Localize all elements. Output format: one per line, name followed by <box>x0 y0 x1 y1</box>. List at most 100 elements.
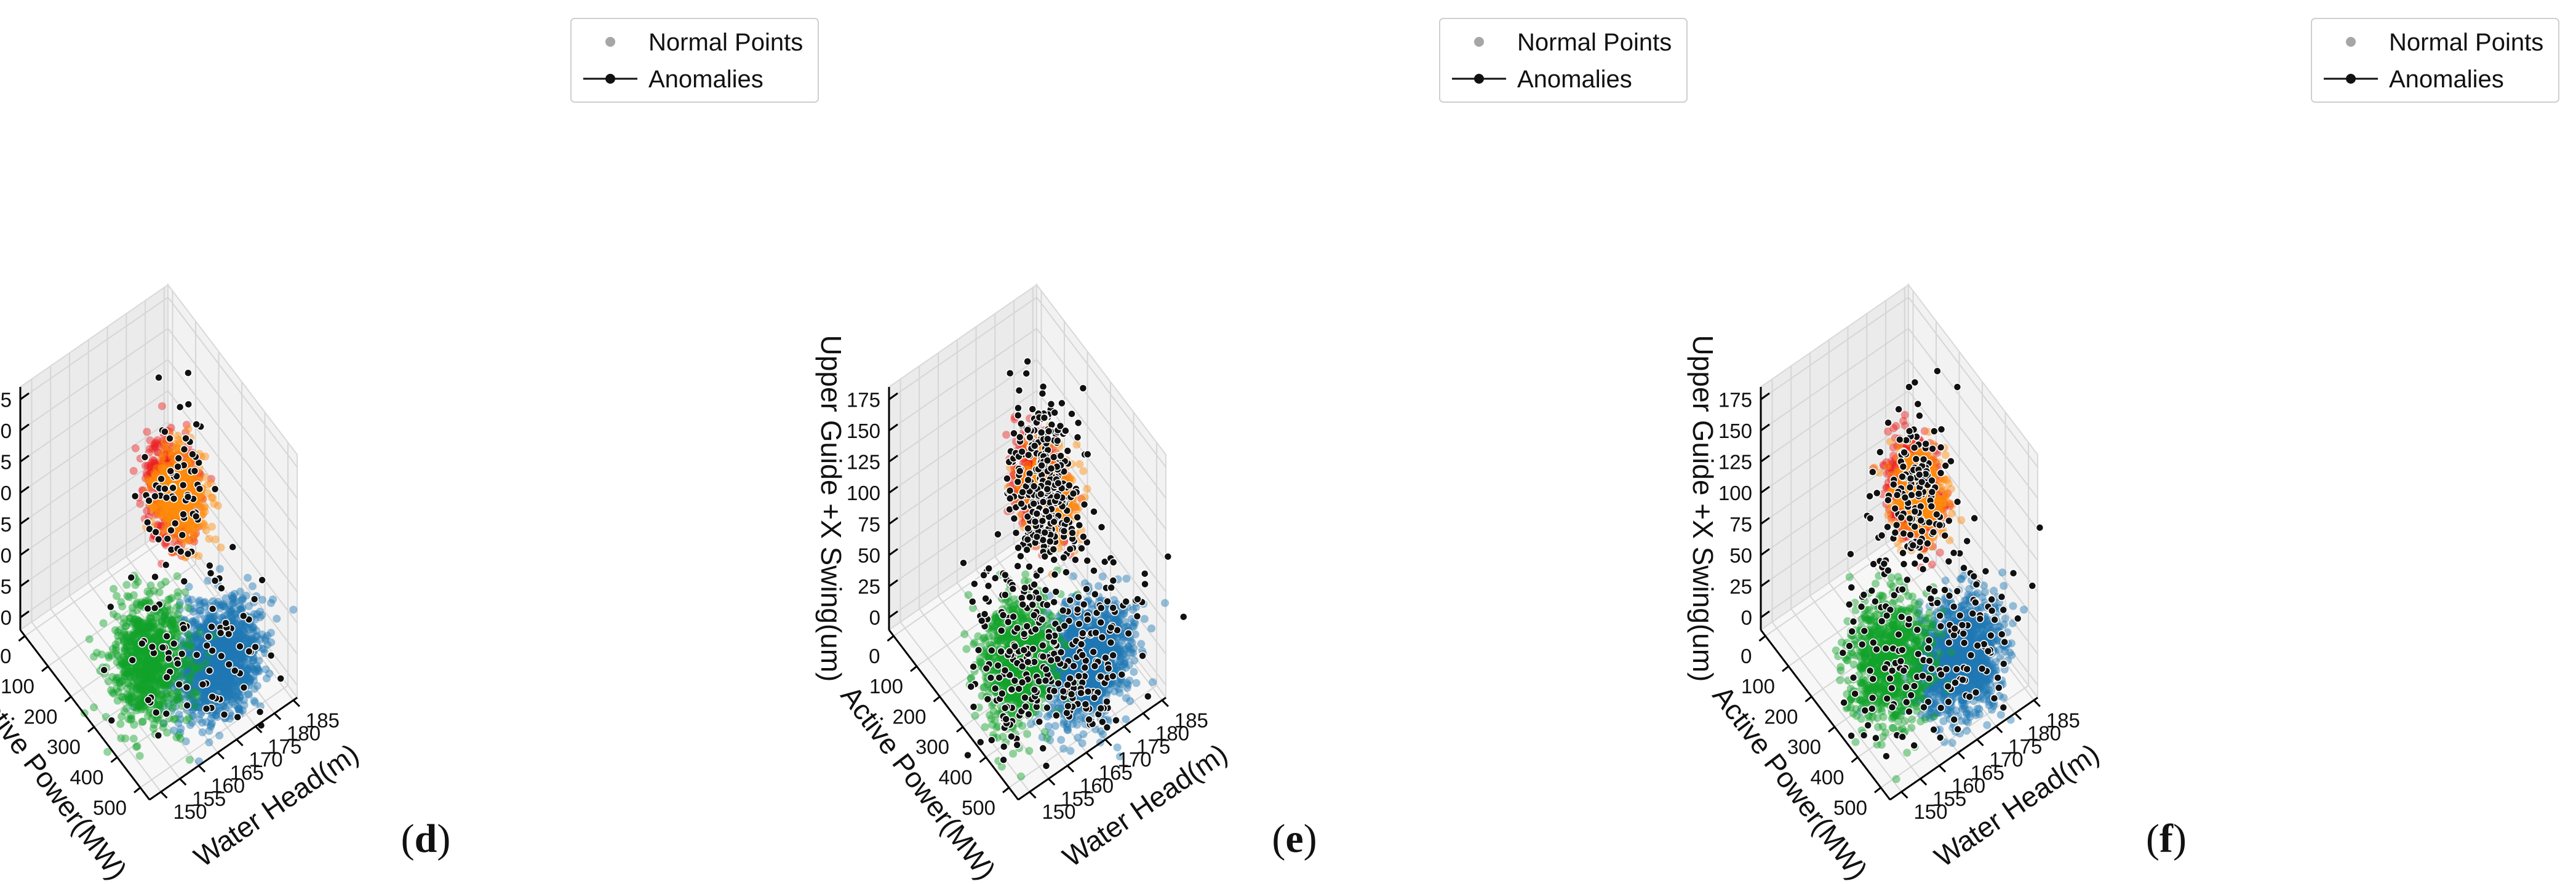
point-normal-red <box>172 504 180 513</box>
point-anomaly <box>239 611 248 620</box>
point-normal-blue <box>210 615 219 623</box>
point-normal-red <box>150 456 159 465</box>
point-anomaly <box>164 654 173 663</box>
point-normal-green <box>90 653 98 661</box>
point-normal-orange <box>184 424 193 433</box>
point-normal-red <box>129 467 138 475</box>
point-anomaly <box>179 624 188 633</box>
point-anomaly <box>162 673 171 682</box>
point-normal-blue <box>214 659 223 668</box>
point-normal-red <box>180 520 188 528</box>
point-normal-green <box>129 666 138 674</box>
point-normal-red <box>154 468 162 476</box>
legend-anomaly-label: Anomalies <box>648 66 764 93</box>
point-normal-green <box>146 658 154 667</box>
point-anomaly <box>210 576 220 585</box>
z-tick-label: 150 <box>0 420 12 442</box>
point-normal-red <box>167 512 175 521</box>
point-normal-red <box>147 458 156 467</box>
point-normal-blue <box>218 641 226 650</box>
point-normal-red <box>178 502 186 511</box>
point-normal-green <box>171 714 180 723</box>
point-normal-red <box>162 454 170 463</box>
grid-z <box>20 389 298 561</box>
point-normal-blue <box>269 595 277 603</box>
point-anomaly <box>181 434 190 443</box>
point-normal-orange <box>200 504 209 512</box>
y-tick <box>197 765 206 773</box>
point-normal-red <box>160 455 168 464</box>
point-normal-red <box>142 469 151 477</box>
point-normal-blue <box>267 629 275 637</box>
point-normal-green <box>113 684 121 693</box>
y-tick <box>274 712 282 720</box>
point-normal-green <box>151 677 159 686</box>
point-normal-red <box>151 460 159 468</box>
point-normal-green <box>128 699 137 707</box>
point-anomaly <box>193 650 201 659</box>
point-anomaly <box>148 642 157 651</box>
grid-z <box>20 296 298 468</box>
grid-z <box>20 327 298 499</box>
point-normal-red <box>180 471 189 479</box>
point-normal-orange <box>190 531 199 540</box>
y-tick <box>179 778 187 786</box>
point-normal-green <box>129 591 138 599</box>
point-normal-red <box>159 513 167 522</box>
x-tick-label: 200 <box>23 705 57 728</box>
point-anomaly <box>183 549 193 559</box>
point-normal-blue <box>207 722 215 731</box>
point-normal-red <box>158 440 167 448</box>
point-anomaly <box>202 704 211 713</box>
point-normal-blue <box>244 602 253 610</box>
grid-y <box>87 340 218 754</box>
point-normal-red <box>162 455 170 463</box>
point-normal-blue <box>261 636 269 644</box>
point-normal-red <box>147 463 155 472</box>
point-normal-orange <box>200 473 209 481</box>
point-normal-red <box>161 502 169 510</box>
point-anomaly <box>100 666 108 674</box>
point-normal-blue <box>195 715 204 724</box>
point-normal-green <box>85 635 94 643</box>
point-normal-blue <box>265 669 274 678</box>
point-anomaly <box>174 454 183 463</box>
point-normal-red <box>207 474 215 483</box>
point-normal-orange <box>1072 440 1081 449</box>
point-normal-green <box>128 603 137 612</box>
point-normal-green <box>118 632 126 640</box>
point-normal-red <box>144 474 153 483</box>
point-normal-red <box>167 501 176 509</box>
point-normal-green <box>182 716 191 725</box>
point-normal-green <box>186 635 194 643</box>
y-tick <box>160 791 168 799</box>
z-tick-label: 100 <box>0 482 12 504</box>
point-anomaly <box>106 602 115 611</box>
point-normal-green <box>173 588 182 597</box>
point-normal-red <box>1002 431 1011 439</box>
point-normal-green <box>109 645 117 653</box>
point-anomaly <box>217 584 226 593</box>
point-normal-green <box>166 688 175 697</box>
point-normal-green <box>124 638 132 646</box>
point-normal-green <box>97 650 106 659</box>
point-normal-green <box>121 672 129 681</box>
point-normal-red <box>175 501 183 509</box>
point-normal-blue <box>198 728 207 736</box>
point-normal-green <box>195 628 204 637</box>
point-normal-blue <box>237 596 245 604</box>
point-normal-green <box>113 592 121 600</box>
point-normal-green <box>173 691 182 700</box>
point-normal-orange <box>150 469 159 477</box>
x-tick-label: 300 <box>47 736 81 759</box>
point-anomaly <box>258 576 266 584</box>
x-tick-label: 0 <box>0 645 11 667</box>
point-normal-red <box>153 436 162 444</box>
point-normal-blue <box>226 692 234 701</box>
point-normal-red <box>159 456 167 465</box>
point-normal-blue <box>215 565 224 573</box>
point-normal-green <box>119 619 128 627</box>
point-normal-red <box>158 460 167 469</box>
